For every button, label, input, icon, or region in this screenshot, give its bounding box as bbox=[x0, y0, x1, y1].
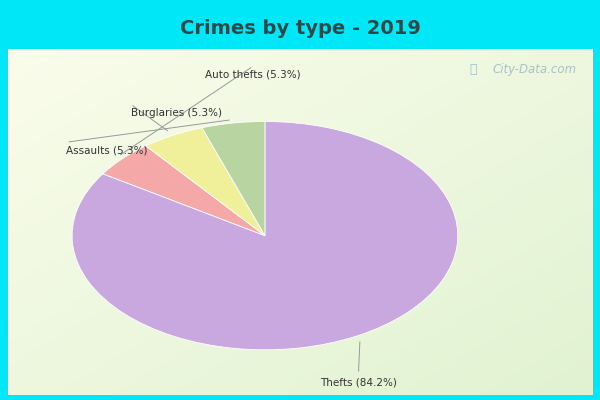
Wedge shape bbox=[103, 146, 265, 236]
Text: Auto thefts (5.3%): Auto thefts (5.3%) bbox=[205, 70, 301, 80]
Wedge shape bbox=[72, 122, 458, 350]
Text: ⓘ: ⓘ bbox=[469, 63, 477, 76]
Wedge shape bbox=[146, 128, 265, 236]
Text: Thefts (84.2%): Thefts (84.2%) bbox=[320, 378, 397, 388]
Text: Burglaries (5.3%): Burglaries (5.3%) bbox=[131, 108, 221, 118]
Text: Assaults (5.3%): Assaults (5.3%) bbox=[66, 146, 148, 156]
Wedge shape bbox=[202, 122, 265, 236]
Text: Crimes by type - 2019: Crimes by type - 2019 bbox=[179, 19, 421, 38]
Text: City-Data.com: City-Data.com bbox=[493, 63, 577, 76]
